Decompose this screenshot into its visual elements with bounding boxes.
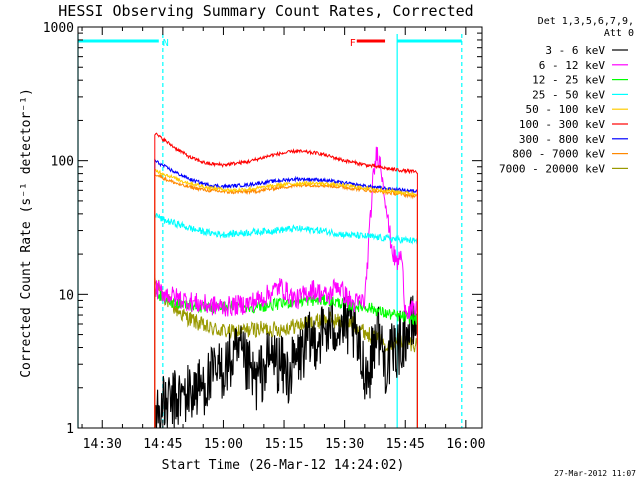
series-line-5 bbox=[154, 132, 418, 428]
timestamp: 27-Mar-2012 11:07 bbox=[554, 469, 636, 478]
legend-label-8: 7000 - 20000 keV bbox=[499, 162, 605, 175]
legend: Det 1,3,5,6,7,9,Att 0 3 - 6 keV 6 - 12 keV… bbox=[499, 16, 634, 175]
legend-label-4: 50 - 100 keV bbox=[526, 103, 606, 116]
chart-title: HESSI Observing Summary Count Rates, Cor… bbox=[58, 2, 473, 20]
series-line-8 bbox=[154, 274, 418, 428]
x-tick-label-5: 15:45 bbox=[386, 437, 425, 452]
series-line-7 bbox=[154, 172, 418, 428]
x-tick-label-1: 14:45 bbox=[143, 437, 182, 452]
plot-frame: 14:30 14:45 15:00 15:15 15:30 15:45 16:00 1 10 10… bbox=[43, 21, 486, 452]
annotation-label-f: F bbox=[350, 38, 356, 49]
annotation-label-n: N bbox=[163, 38, 169, 49]
series-line-6 bbox=[154, 158, 418, 428]
legend-label-3: 25 - 50 keV bbox=[532, 88, 605, 101]
axis-frame bbox=[77, 26, 483, 429]
legend-header-0: Det 1,3,5,6,7,9, bbox=[538, 16, 634, 27]
x-axis-label: Start Time (26-Mar-12 14:24:02) bbox=[162, 458, 405, 473]
series-line-1 bbox=[154, 146, 418, 428]
series-line-3 bbox=[154, 211, 418, 428]
legend-label-6: 300 - 800 keV bbox=[519, 133, 605, 146]
y-tick-label-1: 10 bbox=[58, 288, 74, 303]
x-tick-label-6: 16:00 bbox=[446, 437, 485, 452]
x-tick-label-2: 15:00 bbox=[204, 437, 243, 452]
x-tick-label-3: 15:15 bbox=[264, 437, 303, 452]
legend-label-7: 800 - 7000 keV bbox=[512, 148, 605, 161]
x-tick-label-0: 14:30 bbox=[83, 437, 122, 452]
y-axis-label: Corrected Count Rate (s⁻¹ detector⁻¹) bbox=[19, 88, 34, 378]
y-tick-label-0: 1 bbox=[66, 422, 74, 437]
legend-label-2: 12 - 25 keV bbox=[532, 74, 605, 87]
legend-label-1: 6 - 12 keV bbox=[539, 59, 606, 72]
series-line-2 bbox=[154, 287, 418, 428]
series-line-4 bbox=[154, 168, 418, 428]
legend-header-1: Att 0 bbox=[604, 28, 634, 39]
y-tick-label-3: 1000 bbox=[43, 21, 74, 36]
series-line-0 bbox=[154, 290, 418, 429]
legend-label-0: 3 - 6 keV bbox=[545, 44, 605, 57]
legend-label-5: 100 - 300 keV bbox=[519, 118, 605, 131]
y-tick-label-2: 100 bbox=[51, 155, 74, 170]
x-tick-label-4: 15:30 bbox=[325, 437, 364, 452]
